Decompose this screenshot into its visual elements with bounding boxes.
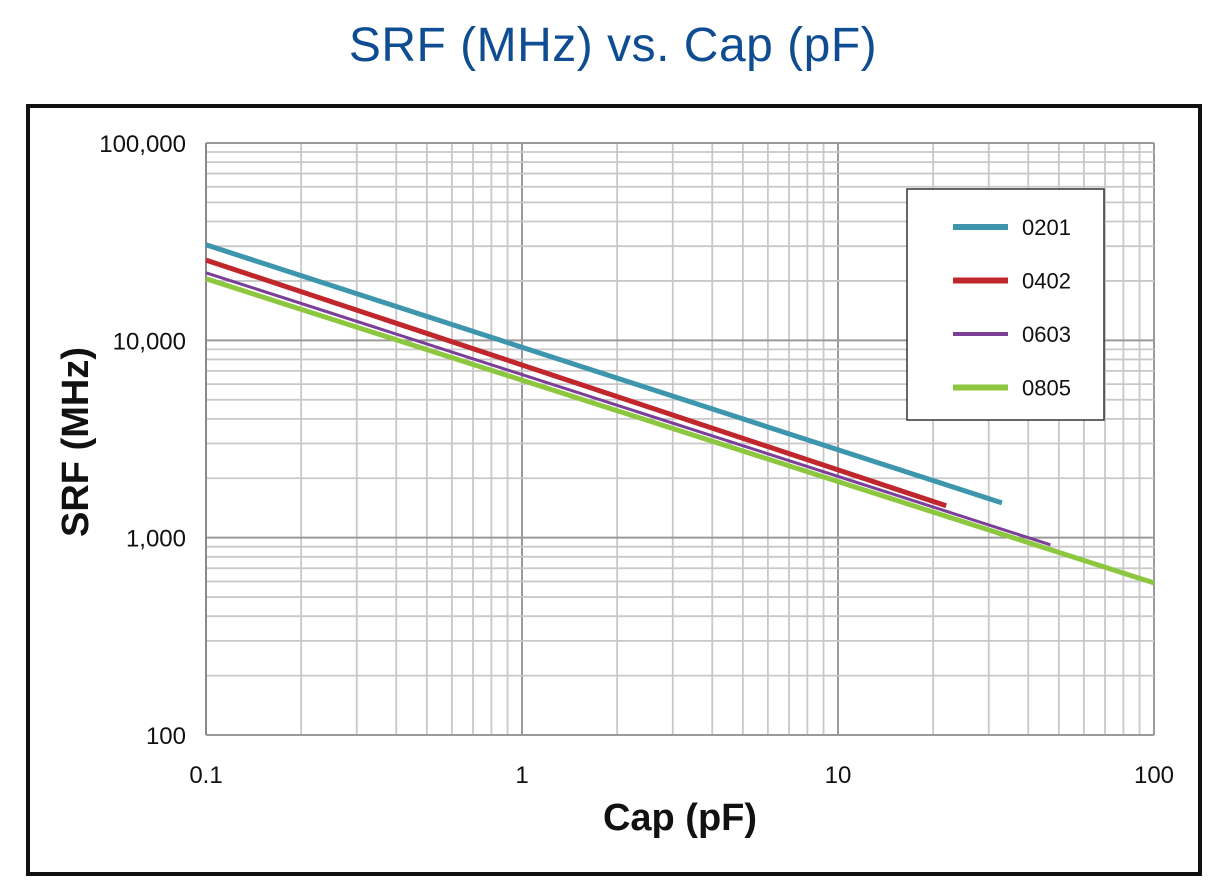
x-tick-label: 1 bbox=[515, 762, 528, 789]
y-tick-label: 10,000 bbox=[113, 328, 186, 355]
tick-labels: 0.1 1 10 100 100 1,000 10,000 100,000 bbox=[99, 131, 1174, 789]
y-tick-label: 100 bbox=[146, 723, 186, 750]
x-axis-label: Cap (pF) bbox=[603, 797, 757, 839]
grid bbox=[205, 142, 1155, 736]
series-line-0603 bbox=[205, 271, 1051, 547]
y-tick-label: 100,000 bbox=[99, 131, 186, 158]
legend-label-0805: 0805 bbox=[1022, 376, 1071, 401]
series-line-0201 bbox=[205, 242, 1003, 506]
x-tick-label: 10 bbox=[825, 762, 852, 789]
x-tick-label: 100 bbox=[1134, 762, 1174, 789]
y-axis-label: SRF (MHz) bbox=[55, 347, 97, 537]
legend-label-0201: 0201 bbox=[1022, 215, 1071, 240]
legend-label-0402: 0402 bbox=[1022, 269, 1071, 294]
chart-title: SRF (MHz) vs. Cap (pF) bbox=[348, 19, 878, 72]
y-tick-label: 1,000 bbox=[126, 526, 186, 553]
series-line-0805 bbox=[205, 276, 1155, 586]
x-tick-label: 0.1 bbox=[189, 762, 222, 789]
legend-label-0603: 0603 bbox=[1022, 322, 1071, 347]
series-line-0402 bbox=[205, 257, 947, 509]
series-layer bbox=[205, 242, 1155, 586]
legend: 0201 0402 0603 0805 bbox=[906, 188, 1105, 421]
